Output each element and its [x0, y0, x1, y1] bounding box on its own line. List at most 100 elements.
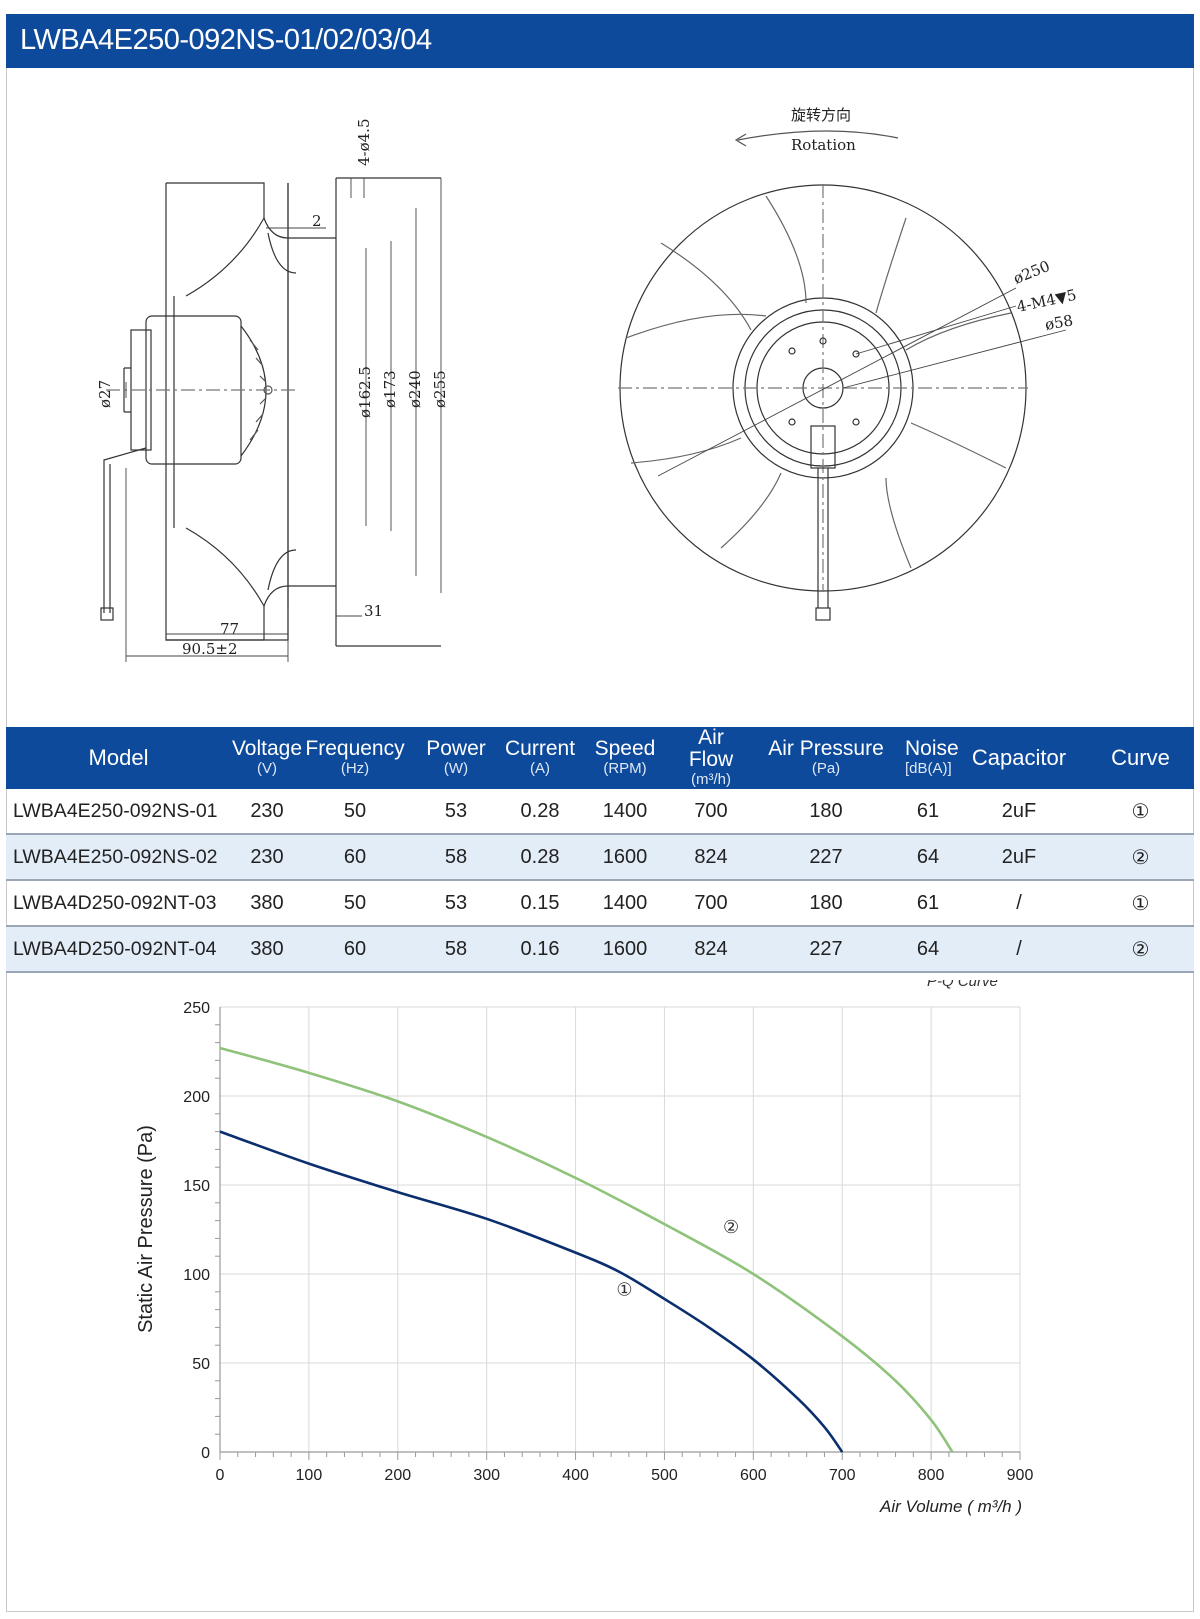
cell-current: 0.28: [505, 834, 575, 881]
cell-speed: 1400: [575, 789, 675, 835]
chart-series: [219, 1046, 954, 1453]
cell-air-flow: 824: [675, 926, 747, 973]
dim-250: ø250: [1011, 257, 1053, 288]
cell-air-pressure: 180: [747, 789, 905, 835]
col-current: Current (A): [505, 727, 575, 789]
page-title: LWBA4E250-092NS-01/02/03/04: [20, 24, 432, 56]
dim-240: ø240: [406, 370, 424, 408]
x-tick-label: 800: [918, 1467, 945, 1484]
dim-90-5: 90.5±2: [182, 640, 238, 658]
cell-capacitor: 2uF: [951, 834, 1087, 881]
col-curve: Curve: [1087, 727, 1194, 789]
rotation-label-en: Rotation: [791, 136, 856, 154]
col-noise: Noise [dB(A)]: [905, 727, 959, 789]
dim-77: 77: [220, 620, 239, 638]
cell-air-pressure: 227: [747, 926, 905, 973]
col-frequency: Frequency (Hz): [303, 727, 407, 789]
technical-drawing: 4-ø4.5 2 ø162.5 ø173 ø240 ø255 ø27 31 77…: [96, 106, 1078, 662]
table-header-row: Model Voltage (V) Frequency (Hz) Power (W) …: [6, 727, 1194, 789]
dim-31: 31: [364, 602, 383, 620]
col-model: Model: [6, 727, 231, 789]
dim-58: ø58: [1044, 311, 1075, 334]
cell-frequency: 50: [303, 880, 407, 927]
cell-air-flow: 700: [675, 880, 747, 927]
col-speed: Speed (RPM): [575, 727, 675, 789]
dim-162-5: ø162.5: [356, 366, 374, 418]
table-row: LWBA4D250-092NT-04 380 60 58 0.16 1600 8…: [6, 926, 1194, 973]
cell-voltage: 230: [231, 789, 303, 835]
cell-frequency: 60: [303, 834, 407, 881]
cell-current: 0.16: [505, 926, 575, 973]
cell-power: 58: [407, 834, 505, 881]
x-tick-label: 100: [296, 1467, 323, 1484]
curve-2: [219, 1046, 954, 1453]
cell-curve: ②: [1087, 926, 1194, 973]
y-axis-label: Static Air Pressure (Pa): [135, 1125, 157, 1333]
y-tick-label: 0: [201, 1445, 210, 1462]
cell-power: 58: [407, 926, 505, 973]
col-air-flow: Air Flow (m³/h): [675, 727, 747, 789]
table-row: LWBA4D250-092NT-03 380 50 53 0.15 1400 7…: [6, 880, 1194, 927]
x-tick-label: 700: [829, 1467, 856, 1484]
table-row: LWBA4E250-092NS-02 230 60 58 0.28 1600 8…: [6, 834, 1194, 881]
cell-speed: 1600: [575, 926, 675, 973]
cell-voltage: 230: [231, 834, 303, 881]
col-power: Power (W): [407, 727, 505, 789]
x-tick-label: 600: [740, 1467, 767, 1484]
cell-noise: 61: [905, 789, 951, 835]
dim-mounting-holes: 4-ø4.5: [355, 119, 373, 167]
dim-255: ø255: [431, 370, 449, 408]
y-tick-label: 150: [183, 1178, 210, 1195]
x-tick-label: 900: [1007, 1467, 1034, 1484]
cell-model: LWBA4D250-092NT-03: [6, 880, 231, 927]
cell-curve: ①: [1087, 880, 1194, 927]
cell-noise: 61: [905, 880, 951, 927]
col-capacitor: Capacitor: [951, 727, 1087, 789]
col-air-pressure: Air Pressure (Pa): [747, 727, 905, 789]
cell-capacitor: /: [951, 926, 1087, 973]
chart-title: P-Q Curve: [927, 980, 998, 990]
spec-table: Model Voltage (V) Frequency (Hz) Power (W) …: [6, 727, 1194, 973]
chart-labels: ①②: [616, 1217, 739, 1299]
cell-air-pressure: 180: [747, 880, 905, 927]
dim-2: 2: [312, 212, 322, 230]
x-tick-label: 400: [562, 1467, 589, 1484]
cell-voltage: 380: [231, 926, 303, 973]
chart-axes: 0 100 200 300 400 500 600 700 800 900 0 50 100 150 200…: [183, 1000, 1033, 1484]
title-bar: LWBA4E250-092NS-01/02/03/04: [6, 14, 1194, 68]
cell-power: 53: [407, 880, 505, 927]
x-tick-label: 500: [651, 1467, 678, 1484]
cell-speed: 1600: [575, 834, 675, 881]
y-tick-label: 100: [183, 1267, 210, 1284]
pq-curve-chart: 0 100 200 300 400 500 600 700 800 900 0 50 100 150 200…: [135, 980, 1033, 1516]
col-voltage: Voltage (V): [231, 727, 303, 789]
cell-frequency: 60: [303, 926, 407, 973]
cell-capacitor: 2uF: [951, 789, 1087, 835]
cell-model: LWBA4D250-092NT-04: [6, 926, 231, 973]
rotation-label-cn: 旋转方向: [791, 106, 851, 124]
side-view: [100, 177, 442, 662]
curve-annotation: ②: [723, 1217, 739, 1237]
y-tick-label: 250: [183, 1000, 210, 1017]
dim-27: ø27: [96, 380, 114, 408]
cell-air-pressure: 227: [747, 834, 905, 881]
cell-air-flow: 700: [675, 789, 747, 835]
cell-power: 53: [407, 789, 505, 835]
cell-model: LWBA4E250-092NS-01: [6, 789, 231, 835]
cell-voltage: 380: [231, 880, 303, 927]
cell-curve: ②: [1087, 834, 1194, 881]
x-tick-label: 200: [384, 1467, 411, 1484]
cell-frequency: 50: [303, 789, 407, 835]
y-tick-label: 200: [183, 1089, 210, 1106]
x-tick-label: 300: [473, 1467, 500, 1484]
curve-annotation: ①: [616, 1279, 632, 1299]
cell-current: 0.15: [505, 880, 575, 927]
cell-model: LWBA4E250-092NS-02: [6, 834, 231, 881]
dim-173: ø173: [381, 370, 399, 408]
cell-curve: ①: [1087, 789, 1194, 835]
cell-speed: 1400: [575, 880, 675, 927]
table-row: LWBA4E250-092NS-01 230 50 53 0.28 1400 7…: [6, 789, 1194, 835]
curve-1: [219, 1130, 844, 1453]
x-axis-label: Air Volume ( m³/h ): [879, 1497, 1022, 1516]
cell-noise: 64: [905, 834, 951, 881]
